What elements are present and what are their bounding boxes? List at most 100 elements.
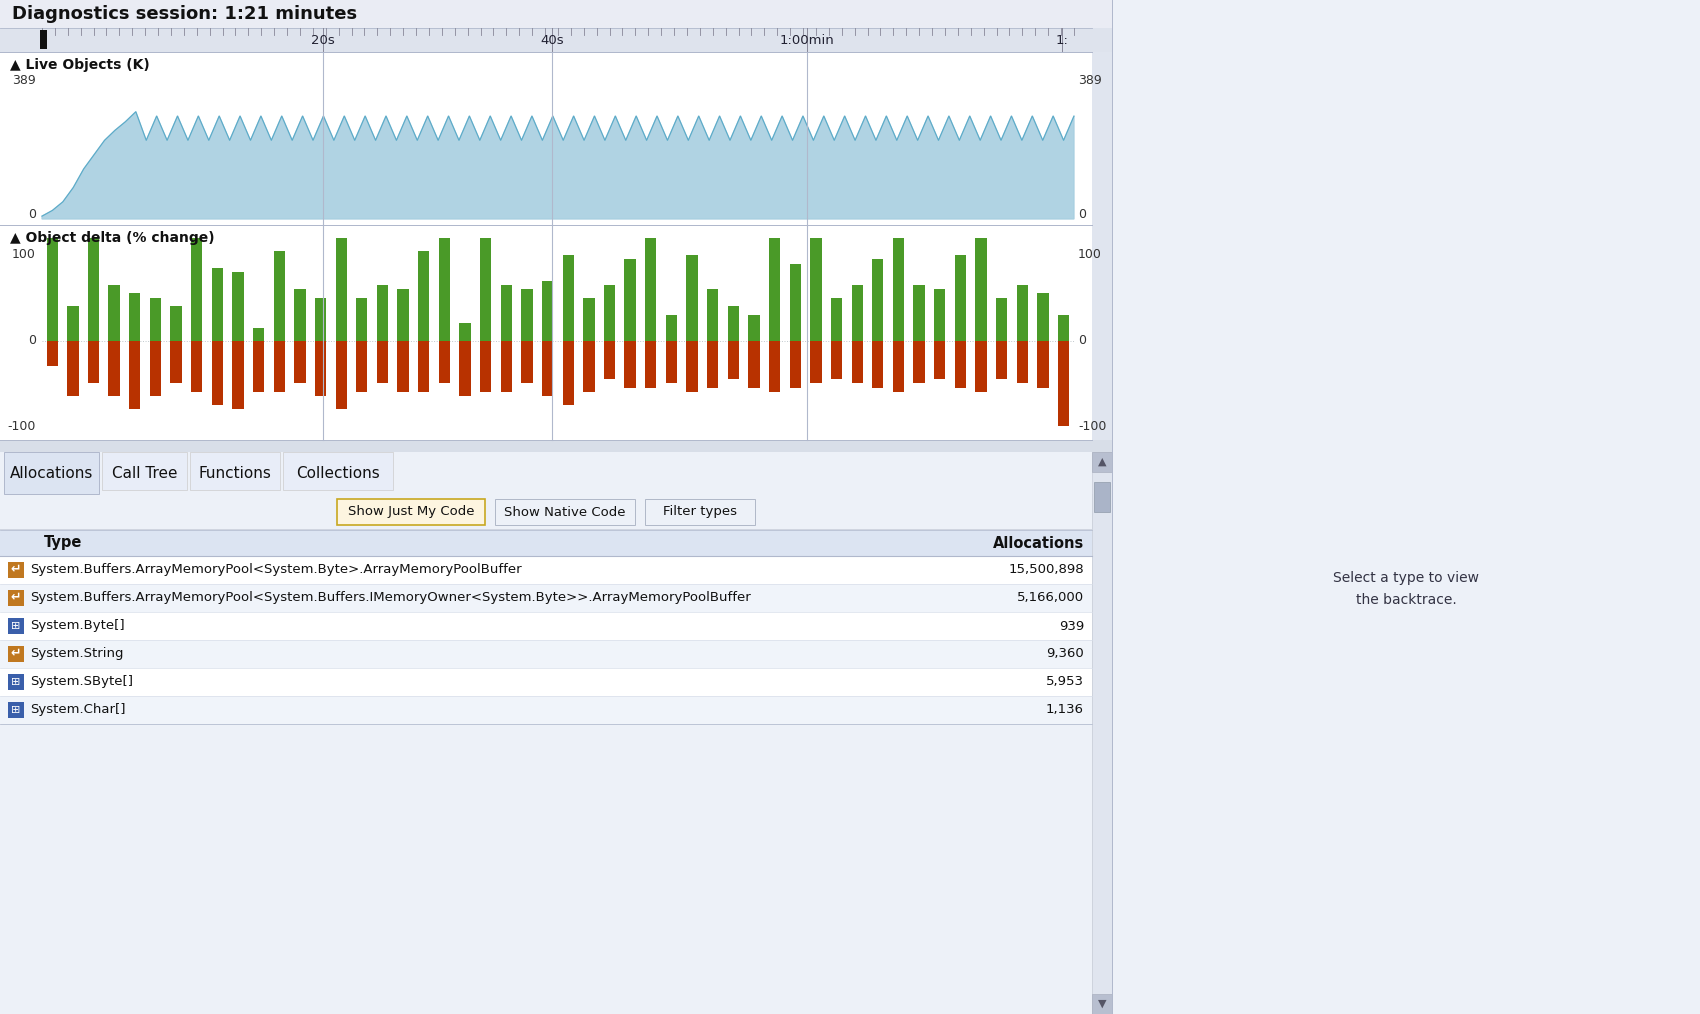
Bar xyxy=(314,341,326,396)
Bar xyxy=(728,306,740,341)
Text: 0: 0 xyxy=(27,208,36,221)
Bar xyxy=(41,30,48,49)
Bar xyxy=(150,298,162,341)
Bar xyxy=(748,341,760,387)
Bar xyxy=(8,702,24,718)
Bar xyxy=(335,341,347,409)
Bar xyxy=(789,264,801,341)
Text: ↵: ↵ xyxy=(10,648,20,660)
Text: System.String: System.String xyxy=(31,648,124,660)
Text: 0: 0 xyxy=(1078,208,1086,221)
Bar xyxy=(495,499,636,525)
Text: 389: 389 xyxy=(12,74,36,87)
Text: System.Buffers.ArrayMemoryPool<System.Buffers.IMemoryOwner<System.Byte>>.ArrayMe: System.Buffers.ArrayMemoryPool<System.Bu… xyxy=(31,591,751,604)
Bar xyxy=(88,341,99,383)
Text: ▼: ▼ xyxy=(1098,999,1107,1009)
Bar xyxy=(170,306,182,341)
Bar xyxy=(996,298,1008,341)
Bar xyxy=(1057,315,1069,341)
Text: 0: 0 xyxy=(27,334,36,347)
Text: 5,953: 5,953 xyxy=(1046,675,1085,689)
Bar xyxy=(46,341,58,366)
Bar xyxy=(294,341,306,383)
Text: Show Native Code: Show Native Code xyxy=(505,506,626,518)
Bar xyxy=(933,289,945,341)
Bar xyxy=(583,341,595,391)
Bar xyxy=(913,285,925,341)
Bar xyxy=(233,341,243,409)
Bar xyxy=(170,341,182,383)
Bar xyxy=(439,238,451,341)
Text: 40s: 40s xyxy=(541,33,564,47)
Bar xyxy=(748,315,760,341)
Text: System.Buffers.ArrayMemoryPool<System.Byte>.ArrayMemoryPoolBuffer: System.Buffers.ArrayMemoryPool<System.By… xyxy=(31,564,522,577)
Bar xyxy=(500,341,512,391)
Bar xyxy=(337,499,484,525)
Bar xyxy=(0,556,1091,584)
Bar xyxy=(624,341,636,387)
Bar xyxy=(644,238,656,341)
Text: ▲: ▲ xyxy=(1098,457,1107,467)
Bar xyxy=(707,341,719,387)
Bar xyxy=(666,315,677,341)
Text: Select a type to view: Select a type to view xyxy=(1333,571,1479,585)
Bar xyxy=(0,640,1091,668)
Bar xyxy=(0,440,1700,454)
Bar xyxy=(0,0,1700,28)
Bar xyxy=(892,238,904,341)
Bar xyxy=(644,341,656,387)
Bar xyxy=(996,341,1008,379)
Text: 389: 389 xyxy=(1078,74,1102,87)
Bar xyxy=(542,281,552,341)
Bar xyxy=(355,341,367,391)
Bar xyxy=(1091,452,1112,472)
Bar xyxy=(233,272,243,341)
Bar xyxy=(212,341,223,405)
Bar xyxy=(190,238,202,341)
Text: System.Byte[]: System.Byte[] xyxy=(31,620,124,633)
Text: 100: 100 xyxy=(12,248,36,262)
Bar xyxy=(109,341,119,396)
Bar xyxy=(418,250,430,341)
Text: ▲ Object delta (% change): ▲ Object delta (% change) xyxy=(10,231,214,245)
Bar xyxy=(1095,482,1110,512)
Bar xyxy=(872,341,884,387)
Bar xyxy=(1091,225,1112,440)
Text: 1:: 1: xyxy=(1056,33,1068,47)
Text: 939: 939 xyxy=(1059,620,1085,633)
Bar xyxy=(1037,293,1049,341)
Bar xyxy=(728,341,740,379)
Bar xyxy=(3,452,99,494)
Bar xyxy=(976,341,986,391)
Bar xyxy=(852,341,864,383)
Bar xyxy=(335,238,347,341)
Bar xyxy=(8,618,24,634)
Bar xyxy=(1112,0,1700,1014)
Bar xyxy=(831,298,842,341)
Bar xyxy=(190,452,280,490)
Bar xyxy=(666,341,677,383)
Text: Functions: Functions xyxy=(199,466,272,482)
Text: ⊞: ⊞ xyxy=(12,621,20,631)
Text: the backtrace.: the backtrace. xyxy=(1355,593,1457,607)
Bar xyxy=(955,341,966,387)
Text: ▲ Live Objects (K): ▲ Live Objects (K) xyxy=(10,58,150,72)
Bar xyxy=(0,225,1091,440)
Bar xyxy=(0,724,1091,1014)
Bar xyxy=(102,452,187,490)
Text: 0: 0 xyxy=(1078,334,1086,347)
Bar xyxy=(479,341,491,391)
Bar xyxy=(563,255,575,341)
Bar xyxy=(811,341,821,383)
Bar xyxy=(768,341,780,391)
Bar xyxy=(500,285,512,341)
Bar xyxy=(479,238,491,341)
Bar xyxy=(212,268,223,341)
Text: Allocations: Allocations xyxy=(10,466,94,482)
Bar xyxy=(1091,52,1112,225)
Bar xyxy=(459,341,471,396)
Bar xyxy=(644,499,755,525)
Bar xyxy=(274,250,286,341)
Bar xyxy=(789,341,801,387)
Text: -100: -100 xyxy=(1078,420,1107,433)
